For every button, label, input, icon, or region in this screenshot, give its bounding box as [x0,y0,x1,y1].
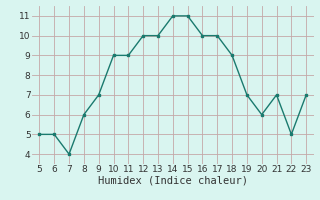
X-axis label: Humidex (Indice chaleur): Humidex (Indice chaleur) [98,176,248,186]
